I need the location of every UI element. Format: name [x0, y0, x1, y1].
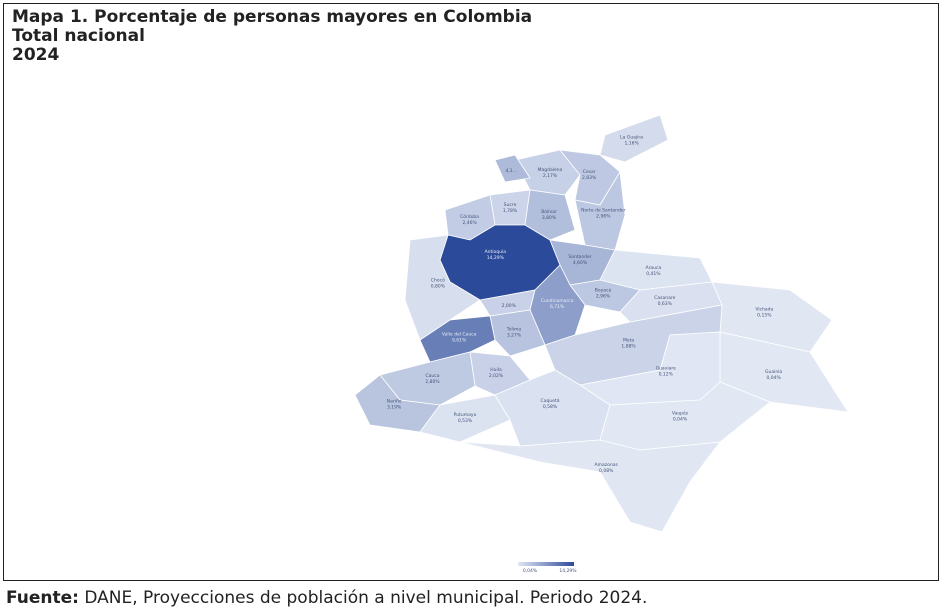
- department: [524, 189, 576, 241]
- department-value: 2,17%: [543, 173, 558, 179]
- department-name: Chocó: [431, 277, 445, 284]
- department-name: Putumayo: [454, 412, 477, 418]
- department-value: 3,27%: [507, 332, 522, 338]
- department-value: 0,80%: [431, 284, 446, 290]
- department-value: 0,08%: [599, 468, 614, 474]
- department-name: Nariño: [387, 398, 402, 404]
- legend-bar: [518, 562, 574, 566]
- title: Mapa 1. Porcentaje de personas mayores e…: [12, 8, 532, 65]
- department-value: 0,04%: [673, 416, 688, 422]
- department-value: 2,96%: [596, 214, 611, 220]
- department-name: Tolima: [506, 326, 522, 332]
- legend-min: 0,04%: [523, 568, 538, 574]
- department: [459, 439, 721, 533]
- department-value: 9,61%: [452, 337, 467, 343]
- title-line: Mapa 1. Porcentaje de personas mayores e…: [12, 7, 533, 27]
- department-value: 0,41%: [646, 271, 661, 277]
- department-name: Meta: [623, 337, 634, 343]
- department: [494, 154, 531, 183]
- department-name: Valle del Cauca: [442, 331, 477, 337]
- department-value: 4,60%: [573, 260, 588, 266]
- department-value: 0,04%: [766, 375, 781, 381]
- department-value: 3,19%: [387, 404, 402, 410]
- department-name: Caquetá: [541, 397, 560, 404]
- department-value: 0,15%: [757, 313, 772, 319]
- department-name: Amazonas: [595, 462, 619, 468]
- department-name: Vaupés: [672, 409, 689, 416]
- department-name: Arauca: [646, 265, 662, 271]
- department-value: 4,1...: [506, 168, 517, 174]
- department-value: 1,16%: [624, 140, 639, 146]
- department-value: 0,63%: [658, 301, 673, 307]
- department-value: 6,71%: [550, 304, 565, 310]
- department-name: Cundinamarca: [541, 298, 574, 304]
- department-name: Boyacá: [595, 286, 612, 293]
- department-name: La Guajira: [620, 134, 643, 140]
- department-value: 2,83%: [582, 175, 597, 181]
- department-name: Córdoba: [460, 213, 479, 220]
- department-name: Casanare: [654, 295, 675, 301]
- department-value: 2,02%: [489, 373, 504, 379]
- department-name: Guaviare: [656, 366, 677, 372]
- department-name: Sucre: [504, 202, 517, 208]
- department: [599, 114, 669, 163]
- department-value: 0,12%: [659, 372, 674, 378]
- title-line: Total nacional: [12, 26, 145, 46]
- department: [514, 149, 581, 196]
- title-line: 2024: [12, 45, 60, 65]
- department-value: 2,00%: [502, 303, 517, 309]
- map-frame: Mapa 1. Porcentaje de personas mayores e…: [3, 3, 939, 581]
- department-name: Cauca: [426, 373, 440, 379]
- department-name: Bolívar: [541, 208, 557, 215]
- department-name: Cesar: [583, 169, 596, 175]
- department-name: Norte de Santander: [581, 208, 625, 214]
- footer-text: DANE, Proyecciones de población a nivel …: [84, 588, 648, 608]
- department-value: 2,46%: [462, 220, 477, 226]
- legend-max: 14,29%: [559, 568, 577, 574]
- footer: Fuente: DANE, Proyecciones de población …: [6, 588, 647, 608]
- department-name: Antioquia: [485, 249, 507, 255]
- department-value: 1,88%: [621, 343, 636, 349]
- department-value: 2,96%: [596, 293, 611, 299]
- footer-label: Fuente:: [6, 588, 79, 608]
- department-value: 3,80%: [542, 215, 557, 221]
- department-name: Magdalena: [538, 167, 563, 173]
- department-name: Vichada: [755, 307, 773, 313]
- department-value: 14,29%: [487, 255, 505, 261]
- department-value: 1,78%: [503, 208, 518, 214]
- department-name: Huila: [490, 367, 502, 373]
- department-value: 2,80%: [425, 379, 440, 385]
- department-value: 0,58%: [543, 404, 558, 410]
- department-value: 0,53%: [458, 418, 473, 424]
- department-name: Guainía: [765, 368, 782, 375]
- department-name: Santander: [568, 254, 591, 260]
